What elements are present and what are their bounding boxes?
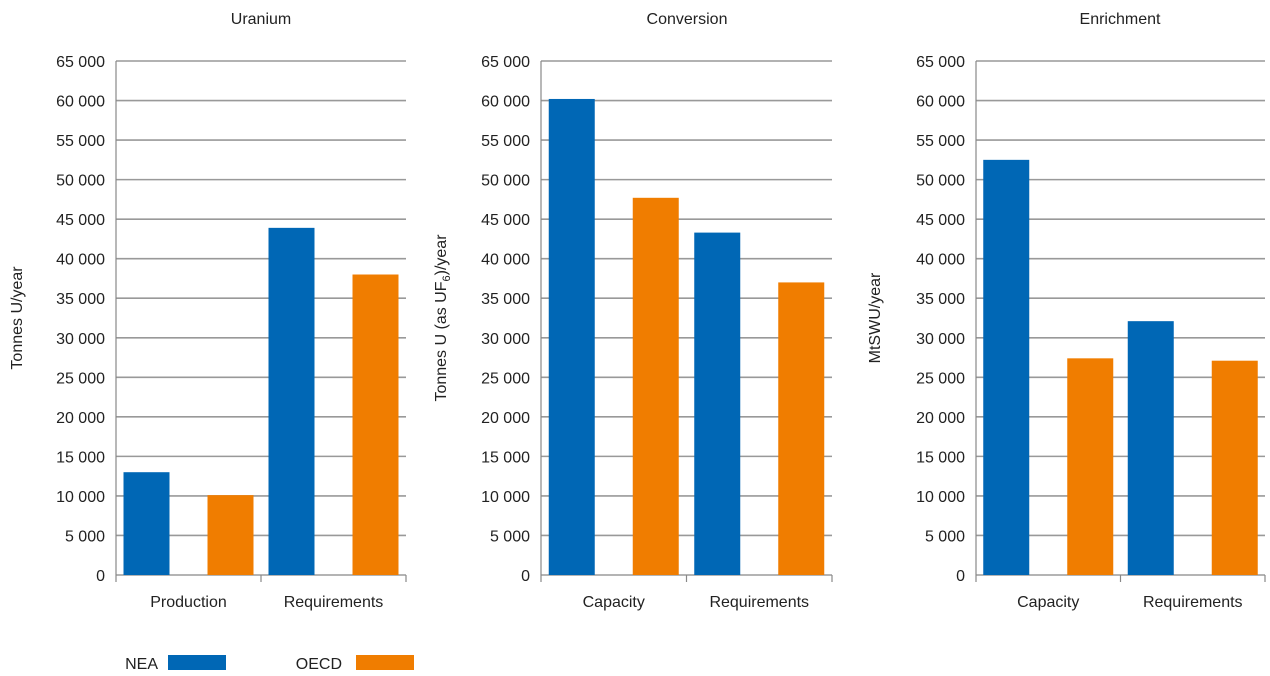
panel-enrichment: 0 5 000 10 000 15 000 20 000 25 000 30 000 35 0…	[867, 11, 1266, 611]
y-tick-label: 65 000	[481, 54, 530, 71]
y-tick-label: 30 000	[481, 331, 530, 348]
y-tick-label: 45 000	[481, 212, 530, 229]
legend-label-oecd: OECD	[296, 656, 342, 673]
bar-nea-capacity	[983, 159, 1030, 575]
y-tick-label: 20 000	[56, 410, 105, 427]
y-tick-label: 40 000	[56, 252, 105, 269]
y-axis-label: MtSWU/year	[867, 272, 884, 363]
y-tick-label: 0	[96, 568, 105, 585]
category-label: Capacity	[583, 594, 645, 611]
y-tick-label: 50 000	[481, 173, 530, 190]
bar-nea-capacity	[548, 98, 595, 576]
y-tick-label: 50 000	[56, 173, 105, 190]
y-tick-label: 25 000	[481, 370, 530, 387]
category-label: Capacity	[1017, 594, 1079, 611]
y-tick-label: 5 000	[490, 528, 530, 545]
y-tick-label: 10 000	[56, 489, 105, 506]
y-axis-label: Tonnes U/year	[9, 266, 26, 370]
y-tick-label: 30 000	[916, 331, 965, 348]
y-tick-label: 65 000	[56, 54, 105, 71]
bar-oecd-capacity	[1067, 358, 1114, 575]
bar-oecd-requirements	[778, 282, 825, 575]
y-tick-label: 10 000	[916, 489, 965, 506]
y-tick-label: 10 000	[481, 489, 530, 506]
y-tick-label: 60 000	[481, 94, 530, 111]
y-tick-label: 60 000	[56, 94, 105, 111]
bar-nea-production	[123, 472, 170, 575]
y-tick-label: 50 000	[916, 173, 965, 190]
legend-swatch-nea	[168, 655, 226, 670]
y-tick-label: 0	[956, 568, 965, 585]
y-tick-label: 35 000	[56, 291, 105, 308]
bar-nea-requirements	[1127, 321, 1174, 575]
y-tick-label: 35 000	[916, 291, 965, 308]
y-tick-label: 15 000	[56, 449, 105, 466]
y-tick-label: 55 000	[56, 133, 105, 150]
y-tick-label: 35 000	[481, 291, 530, 308]
bar-oecd-production	[207, 495, 254, 575]
panel-title: Conversion	[647, 11, 728, 28]
legend: NEA OECD	[125, 655, 414, 673]
y-tick-label: 30 000	[56, 331, 105, 348]
category-label: Requirements	[1143, 594, 1243, 611]
bar-oecd-capacity	[632, 197, 679, 575]
y-tick-label: 55 000	[916, 133, 965, 150]
y-tick-label: 60 000	[916, 94, 965, 111]
y-tick-label: 5 000	[65, 528, 105, 545]
y-tick-label: 5 000	[925, 528, 965, 545]
y-tick-label: 20 000	[481, 410, 530, 427]
y-tick-label: 25 000	[56, 370, 105, 387]
y-tick-label: 20 000	[916, 410, 965, 427]
panel-title: Enrichment	[1080, 11, 1161, 28]
y-tick-label: 65 000	[916, 54, 965, 71]
y-tick-label: 45 000	[916, 212, 965, 229]
y-tick-label: 0	[521, 568, 530, 585]
legend-swatch-oecd	[356, 655, 414, 670]
y-tick-label: 15 000	[481, 449, 530, 466]
category-label: Production	[150, 594, 227, 611]
bar-nea-requirements	[268, 227, 315, 576]
bar-oecd-requirements	[1211, 360, 1258, 575]
y-tick-label: 15 000	[916, 449, 965, 466]
panel-title: Uranium	[231, 11, 291, 28]
legend-label-nea: NEA	[125, 656, 158, 673]
category-label: Requirements	[709, 594, 809, 611]
panel-conversion: 0 5 000 10 000 15 000 20 000 25 000 30 000 35 0…	[433, 11, 833, 611]
y-tick-label: 40 000	[481, 252, 530, 269]
y-tick-label: 40 000	[916, 252, 965, 269]
y-axis-label: Tonnes U (as UF6)/year	[433, 234, 453, 402]
panel-uranium: 0 5 000 10 000 15 000 20 000 25 000 30 000 35 0…	[9, 11, 407, 611]
category-label: Requirements	[284, 594, 384, 611]
y-tick-label: 25 000	[916, 370, 965, 387]
y-tick-label: 55 000	[481, 133, 530, 150]
bar-oecd-requirements	[352, 274, 399, 575]
bar-nea-requirements	[694, 232, 741, 575]
y-tick-label: 45 000	[56, 212, 105, 229]
